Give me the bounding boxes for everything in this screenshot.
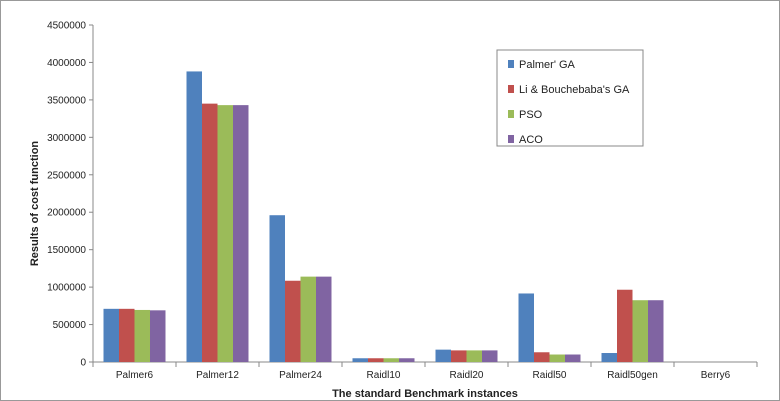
bar-pso-raidl20 — [466, 350, 482, 362]
bar-palmer-ga-palmer12 — [186, 71, 202, 362]
y-tick-label: 1500000 — [47, 245, 86, 256]
legend-swatch — [508, 110, 514, 118]
x-tick-label: Raidl10 — [367, 370, 401, 381]
y-tick-label: 500000 — [53, 320, 87, 331]
legend-box — [496, 49, 644, 147]
bar-palmer-ga-palmer24 — [269, 215, 285, 362]
bar-palmer-ga-raidl50gen — [601, 353, 617, 362]
bar-li-bouchebaba-s-ga-raidl50gen — [617, 289, 633, 362]
bar-palmer-ga-raidl50 — [518, 293, 534, 362]
bar-pso-raidl50 — [549, 354, 565, 362]
bar-aco-raidl10 — [399, 358, 415, 362]
x-tick-label: Palmer24 — [279, 370, 322, 381]
bar-aco-palmer6 — [150, 310, 166, 362]
bar-aco-raidl20 — [482, 350, 498, 362]
plot-area: 0 500000 1000000 1500000 2000000 2500000 30000… — [47, 21, 758, 381]
bar-li-bouchebaba-s-ga-raidl10 — [368, 358, 384, 362]
y-tick-label: 3000000 — [47, 133, 86, 144]
bar-palmer-ga-palmer6 — [103, 308, 119, 362]
bar-li-bouchebaba-s-ga-raidl50 — [534, 352, 550, 362]
y-tick-label: 0 — [80, 358, 86, 369]
bar-aco-palmer12 — [233, 105, 249, 363]
legend: Palmer' GA Li & Bouchebaba's GA PSO ACO — [496, 49, 644, 147]
bar-pso-raidl10 — [383, 358, 399, 362]
y-tick-label: 4500000 — [47, 21, 86, 32]
bar-aco-palmer24 — [316, 276, 332, 362]
legend-entry: Palmer' GA — [519, 59, 576, 71]
y-tick-label: 4000000 — [47, 58, 86, 69]
x-tick-label: Palmer12 — [196, 370, 239, 381]
bar-pso-raidl50gen — [632, 300, 648, 362]
x-tick-label: Berry6 — [701, 370, 731, 381]
y-tick-label: 3500000 — [47, 95, 86, 106]
bar-li-bouchebaba-s-ga-palmer6 — [119, 308, 135, 362]
legend-entry: PSO — [519, 109, 543, 121]
legend-swatch — [508, 135, 514, 143]
x-axis-title: The standard Benchmark instances — [332, 388, 518, 400]
bar-pso-palmer12 — [217, 105, 233, 363]
bar-palmer-ga-raidl10 — [352, 358, 368, 362]
bar-li-bouchebaba-s-ga-raidl20 — [451, 350, 467, 362]
legend-entry: Li & Bouchebaba's GA — [519, 84, 630, 96]
y-tick-label: 2000000 — [47, 208, 86, 219]
bar-aco-raidl50 — [565, 354, 581, 362]
legend-entry: ACO — [519, 134, 543, 146]
bar-li-bouchebaba-s-ga-palmer12 — [202, 103, 218, 362]
x-tick-label: Raidl20 — [450, 370, 484, 381]
legend-swatch — [508, 60, 514, 68]
bar-li-bouchebaba-s-ga-palmer24 — [285, 280, 301, 362]
legend-swatch — [508, 85, 514, 93]
bar-pso-palmer6 — [134, 309, 150, 362]
bar-palmer-ga-raidl20 — [435, 349, 451, 362]
y-tick-label: 1000000 — [47, 283, 86, 294]
bar-pso-palmer24 — [300, 276, 316, 362]
x-tick-label: Palmer6 — [116, 370, 154, 381]
x-tick-label: Raidl50gen — [607, 370, 658, 381]
y-axis-title: Results of cost function — [29, 141, 41, 267]
x-tick-label: Raidl50 — [533, 370, 567, 381]
bar-aco-raidl50gen — [648, 300, 664, 362]
y-tick-label: 2500000 — [47, 170, 86, 181]
